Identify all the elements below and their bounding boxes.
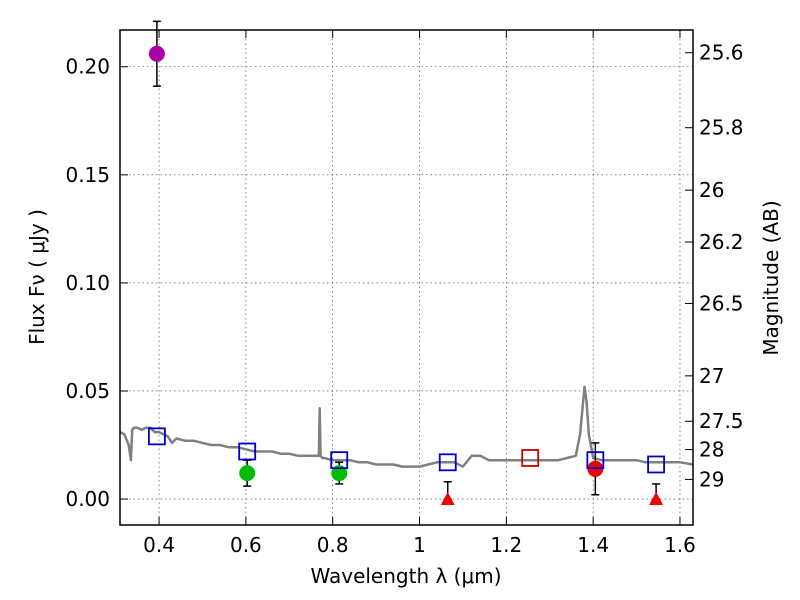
observed-point: [239, 465, 256, 482]
observed-point: [148, 45, 165, 62]
x-tick-label: 0.6: [230, 533, 262, 557]
y-tick-label: 0.15: [65, 163, 110, 187]
y-tick-label: 0.00: [65, 487, 110, 511]
upper-limit-marker: [649, 492, 664, 506]
axes: 0.4 0.6 0.8 1 1.2 1.4 1.6 0.00 0.05 0.10 0.15 0.20 2…: [65, 30, 744, 557]
mag-tick-label: 26.2: [699, 230, 744, 254]
data-series: [119, 20, 694, 506]
x-tick-label: 0.4: [143, 533, 175, 557]
y-tick-label: 0.05: [65, 379, 110, 403]
mag-tick-label: 29: [699, 467, 724, 491]
model-spectrum-line: [119, 385, 694, 468]
mag-tick-label: 26.5: [699, 291, 744, 315]
mag-tick-label: 25.6: [699, 41, 744, 65]
observed-point: [331, 465, 348, 482]
model-band-square: [438, 453, 457, 472]
mag-tick-label: 27.5: [699, 409, 744, 433]
model-band-square: [647, 455, 666, 474]
model-band-square: [330, 451, 349, 470]
mag-tick-label: 25.8: [699, 116, 744, 140]
x-tick-label: 0.8: [317, 533, 349, 557]
y-axis-right-title: Magnitude (AB): [759, 200, 783, 355]
grid: [120, 30, 693, 525]
y-tick-label: 0.20: [65, 55, 110, 79]
model-band-square: [238, 442, 257, 461]
model-band-square: [147, 427, 166, 446]
x-tick-label: 1: [413, 533, 426, 557]
x-axis-title: Wavelength λ (μm): [310, 564, 501, 588]
y-axis-title: Flux Fν ( μJy ): [25, 209, 49, 345]
plot-frame: [119, 29, 694, 526]
mag-tick-label: 27: [699, 364, 724, 388]
x-tick-label: 1.4: [577, 533, 609, 557]
x-tick-label: 1.2: [490, 533, 522, 557]
model-band-square: [586, 451, 605, 470]
mag-tick-label: 28: [699, 438, 724, 462]
mag-tick-label: 26: [699, 178, 724, 202]
model-band-square: [521, 449, 540, 467]
y-tick-label: 0.10: [65, 271, 110, 295]
upper-limit-marker: [440, 492, 455, 506]
x-tick-label: 1.6: [664, 533, 696, 557]
